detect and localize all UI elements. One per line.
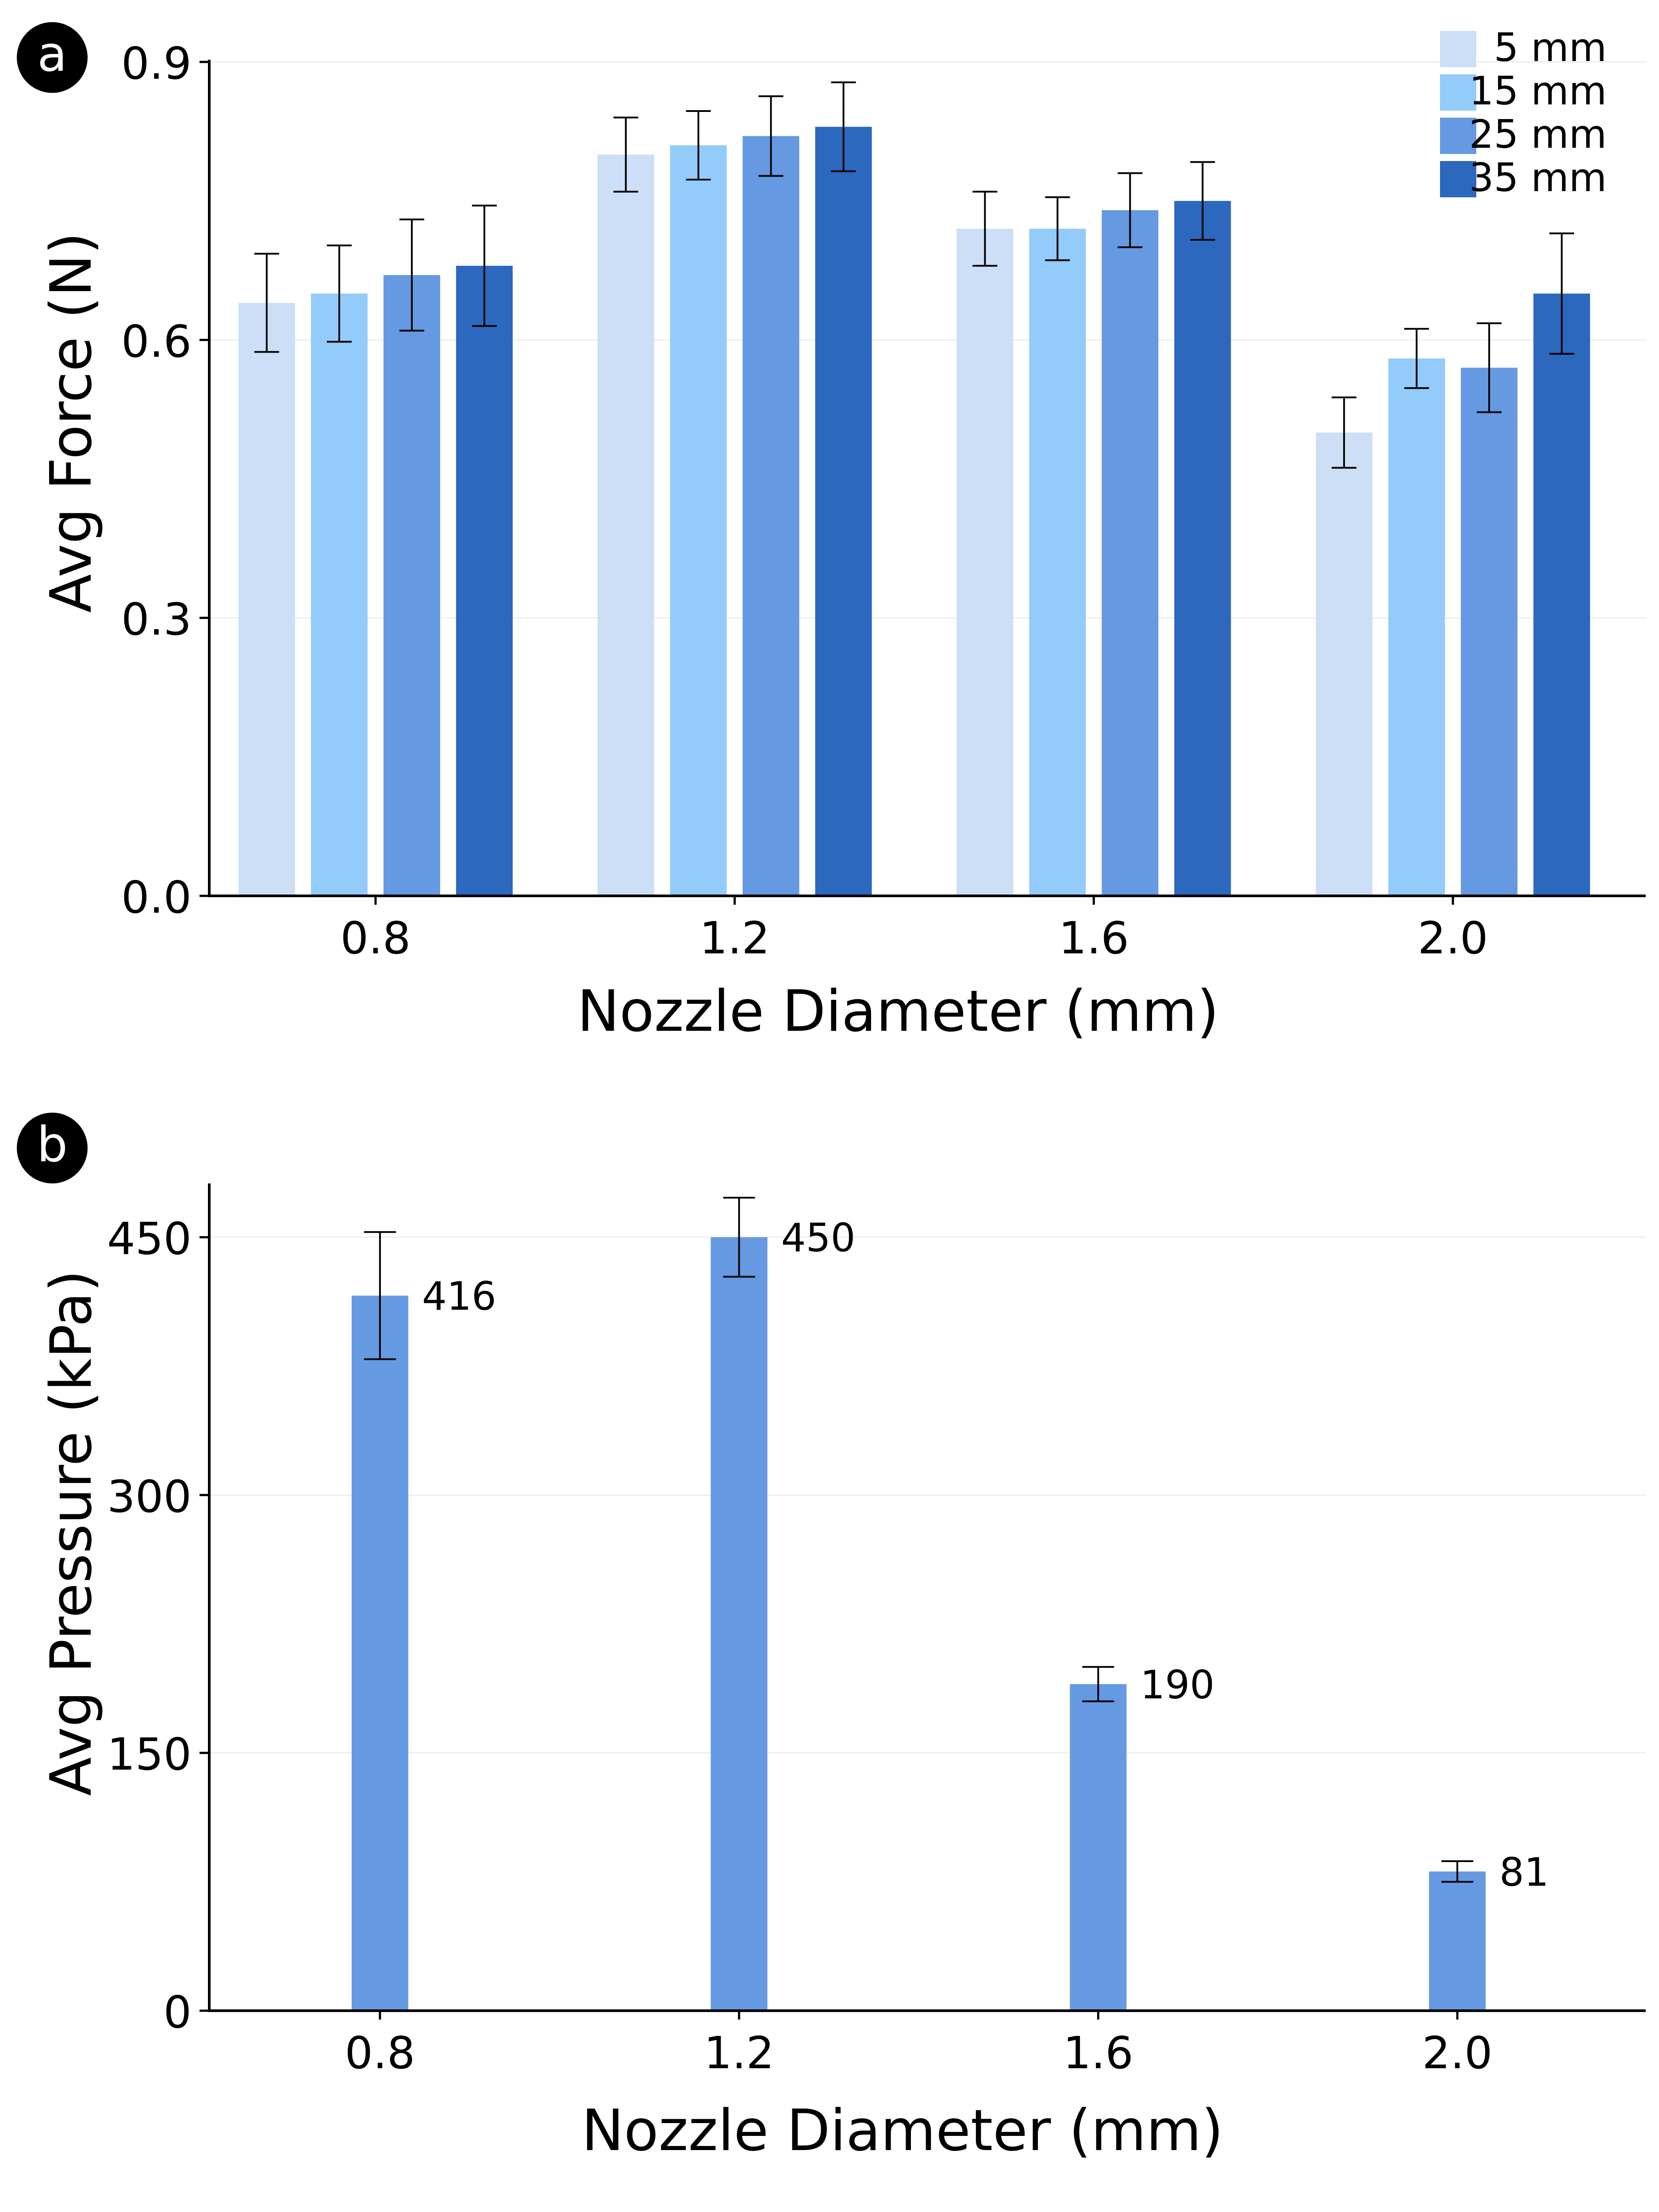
bar	[351, 1295, 408, 2011]
axes-a	[208, 60, 1646, 897]
x-tick-label: 2.0	[1418, 912, 1488, 964]
legend-label: 25 mm	[1469, 111, 1607, 157]
y-tick-label: 0	[163, 1986, 192, 2038]
x-tick-label: 0.8	[345, 2027, 415, 2079]
legend-label: 35 mm	[1469, 155, 1607, 200]
bar	[456, 265, 513, 896]
y-ticks-a: 0.0 0.3 0.6 0.9	[121, 38, 209, 923]
legend-label: 5 mm	[1494, 25, 1607, 70]
grid-b	[209, 1237, 1646, 1754]
legend-swatch	[1440, 74, 1476, 111]
data-labels-b: 416 450 190 81	[422, 1215, 1549, 1895]
y-ticks-b: 0 150 300 450	[107, 1213, 209, 2038]
error-bars-b	[364, 1197, 1474, 1883]
bar	[238, 303, 295, 896]
panel-a-label: a	[37, 26, 67, 82]
x-tick-label: 2.0	[1422, 2027, 1493, 2079]
panel-b-label: b	[37, 1116, 68, 1173]
bar	[1388, 358, 1445, 896]
bars-b	[351, 1237, 1486, 2011]
y-axis-label-b: Avg Pressure (kPa)	[38, 1270, 104, 1796]
bar	[710, 1237, 768, 2011]
y-tick-label: 0.0	[121, 872, 192, 923]
bar	[956, 229, 1014, 896]
x-tick-label: 1.6	[1059, 912, 1129, 964]
y-tick-label: 300	[107, 1471, 192, 1522]
bar	[1070, 1684, 1127, 2011]
bar	[597, 154, 654, 896]
bar	[1533, 293, 1590, 896]
panel-b-badge	[17, 1113, 88, 1183]
bar	[1029, 229, 1086, 896]
chart-panel-b: b 0 150 300 450 0.8 1.2 1.6 2.0 416 450 190 81 No…	[17, 1113, 1646, 2164]
data-label: 416	[422, 1274, 496, 1319]
bar	[815, 127, 872, 896]
x-axis-label-b: Nozzle Diameter (mm)	[582, 2098, 1224, 2164]
bar	[311, 293, 368, 896]
y-tick-label: 0.9	[121, 38, 192, 89]
error-bars-a	[254, 81, 1575, 469]
x-tick-label: 1.6	[1063, 2027, 1133, 2079]
chart-panel-a: a 0.0 0.3 0.6 0.9 0.8 1.2 1.6 2.0 Nozzle Diame…	[17, 22, 1646, 1045]
legend-swatch	[1440, 118, 1476, 154]
bars-a	[238, 127, 1590, 896]
x-tick-label: 1.2	[704, 2027, 774, 2079]
y-axis-label-a: Avg Force (N)	[38, 232, 104, 613]
y-tick-label: 450	[107, 1213, 192, 1265]
y-tick-label: 150	[107, 1728, 192, 1780]
x-ticks-b: 0.8 1.2 1.6 2.0	[345, 2011, 1493, 2079]
data-label: 190	[1140, 1662, 1214, 1708]
legend-swatch	[1440, 161, 1476, 197]
axes-b	[208, 1183, 1646, 2012]
bar	[1102, 210, 1159, 896]
bar	[742, 136, 799, 896]
bar	[1461, 368, 1518, 896]
data-label: 81	[1499, 1849, 1549, 1895]
x-tick-label: 1.2	[699, 912, 770, 964]
data-label: 450	[781, 1215, 856, 1261]
bar	[1174, 201, 1231, 896]
bar	[670, 145, 727, 896]
x-ticks-a: 0.8 1.2 1.6 2.0	[340, 896, 1488, 964]
bar	[383, 275, 440, 896]
x-tick-label: 0.8	[340, 912, 411, 964]
panel-a-badge	[17, 22, 88, 93]
x-axis-label-a: Nozzle Diameter (mm)	[577, 979, 1219, 1045]
legend-label: 15 mm	[1469, 68, 1607, 114]
bar	[1429, 1871, 1486, 2011]
bar	[1316, 432, 1373, 896]
y-tick-label: 0.3	[121, 594, 192, 645]
legend-swatch	[1440, 31, 1476, 67]
y-tick-label: 0.6	[121, 315, 192, 367]
